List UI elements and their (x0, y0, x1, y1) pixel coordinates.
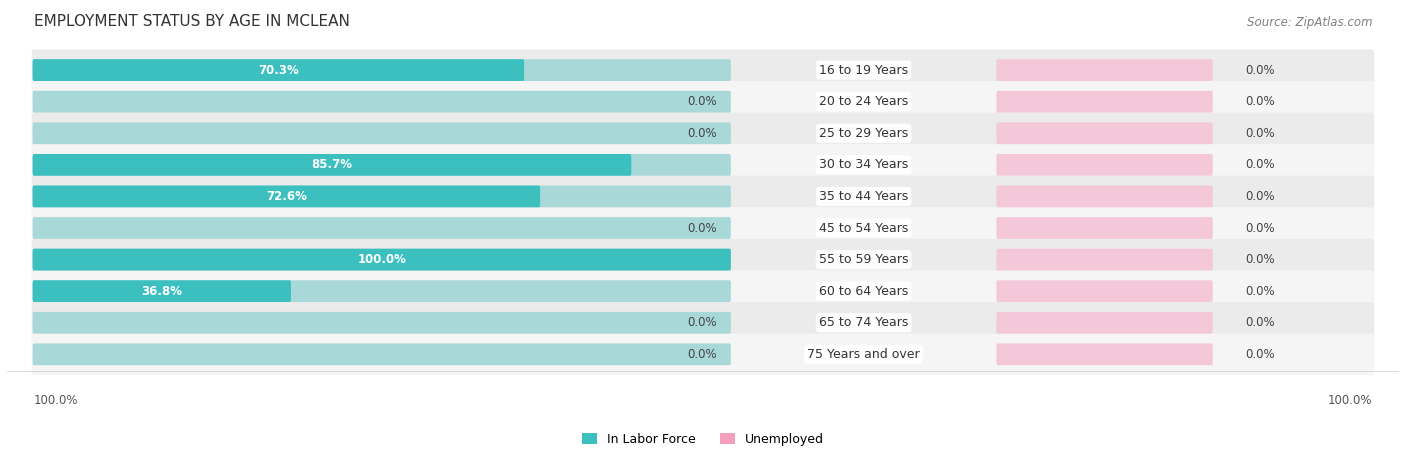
Text: 0.0%: 0.0% (1246, 285, 1275, 298)
Text: 65 to 74 Years: 65 to 74 Years (818, 316, 908, 329)
Text: 0.0%: 0.0% (1246, 158, 1275, 171)
FancyBboxPatch shape (32, 122, 731, 144)
FancyBboxPatch shape (32, 154, 731, 176)
FancyBboxPatch shape (997, 281, 1213, 302)
FancyBboxPatch shape (32, 217, 731, 239)
Text: 45 to 54 Years: 45 to 54 Years (818, 221, 908, 235)
FancyBboxPatch shape (997, 91, 1213, 113)
Text: 0.0%: 0.0% (1246, 221, 1275, 235)
Text: 100.0%: 100.0% (357, 253, 406, 266)
Text: 100.0%: 100.0% (1327, 394, 1372, 407)
FancyBboxPatch shape (32, 344, 731, 365)
Legend: In Labor Force, Unemployed: In Labor Force, Unemployed (576, 428, 830, 451)
Text: 0.0%: 0.0% (1246, 127, 1275, 140)
Text: 30 to 34 Years: 30 to 34 Years (820, 158, 908, 171)
Text: 0.0%: 0.0% (686, 221, 717, 235)
FancyBboxPatch shape (997, 312, 1213, 334)
FancyBboxPatch shape (32, 144, 1374, 185)
Text: 85.7%: 85.7% (312, 158, 353, 171)
Text: 25 to 29 Years: 25 to 29 Years (820, 127, 908, 140)
Text: 0.0%: 0.0% (1246, 64, 1275, 77)
Text: 75 Years and over: 75 Years and over (807, 348, 920, 361)
FancyBboxPatch shape (32, 249, 731, 271)
FancyBboxPatch shape (32, 312, 731, 334)
FancyBboxPatch shape (997, 217, 1213, 239)
FancyBboxPatch shape (997, 122, 1213, 144)
FancyBboxPatch shape (32, 185, 540, 207)
FancyBboxPatch shape (32, 154, 631, 176)
Text: 0.0%: 0.0% (686, 316, 717, 329)
Text: 72.6%: 72.6% (266, 190, 307, 203)
FancyBboxPatch shape (997, 59, 1213, 81)
Text: 60 to 64 Years: 60 to 64 Years (820, 285, 908, 298)
Text: 0.0%: 0.0% (1246, 253, 1275, 266)
FancyBboxPatch shape (32, 59, 524, 81)
FancyBboxPatch shape (32, 281, 731, 302)
FancyBboxPatch shape (32, 334, 1374, 375)
FancyBboxPatch shape (32, 81, 1374, 122)
FancyBboxPatch shape (32, 49, 1374, 91)
FancyBboxPatch shape (997, 344, 1213, 365)
Text: EMPLOYMENT STATUS BY AGE IN MCLEAN: EMPLOYMENT STATUS BY AGE IN MCLEAN (34, 14, 350, 29)
Text: 0.0%: 0.0% (1246, 190, 1275, 203)
Text: 100.0%: 100.0% (34, 394, 79, 407)
Text: 0.0%: 0.0% (1246, 95, 1275, 108)
FancyBboxPatch shape (32, 281, 291, 302)
Text: 35 to 44 Years: 35 to 44 Years (820, 190, 908, 203)
FancyBboxPatch shape (32, 91, 731, 113)
FancyBboxPatch shape (32, 185, 731, 207)
Text: 55 to 59 Years: 55 to 59 Years (818, 253, 908, 266)
Text: 0.0%: 0.0% (686, 127, 717, 140)
FancyBboxPatch shape (32, 113, 1374, 154)
FancyBboxPatch shape (32, 239, 1374, 281)
FancyBboxPatch shape (997, 185, 1213, 207)
FancyBboxPatch shape (32, 59, 731, 81)
FancyBboxPatch shape (32, 176, 1374, 217)
FancyBboxPatch shape (997, 154, 1213, 176)
FancyBboxPatch shape (32, 271, 1374, 312)
Text: 16 to 19 Years: 16 to 19 Years (820, 64, 908, 77)
FancyBboxPatch shape (32, 249, 731, 271)
FancyBboxPatch shape (32, 207, 1374, 249)
Text: 0.0%: 0.0% (1246, 348, 1275, 361)
Text: 0.0%: 0.0% (686, 95, 717, 108)
FancyBboxPatch shape (32, 302, 1374, 344)
Text: 70.3%: 70.3% (259, 64, 298, 77)
Text: Source: ZipAtlas.com: Source: ZipAtlas.com (1247, 16, 1372, 29)
Text: 36.8%: 36.8% (141, 285, 183, 298)
FancyBboxPatch shape (997, 249, 1213, 271)
Text: 0.0%: 0.0% (1246, 316, 1275, 329)
Text: 20 to 24 Years: 20 to 24 Years (820, 95, 908, 108)
Text: 0.0%: 0.0% (686, 348, 717, 361)
